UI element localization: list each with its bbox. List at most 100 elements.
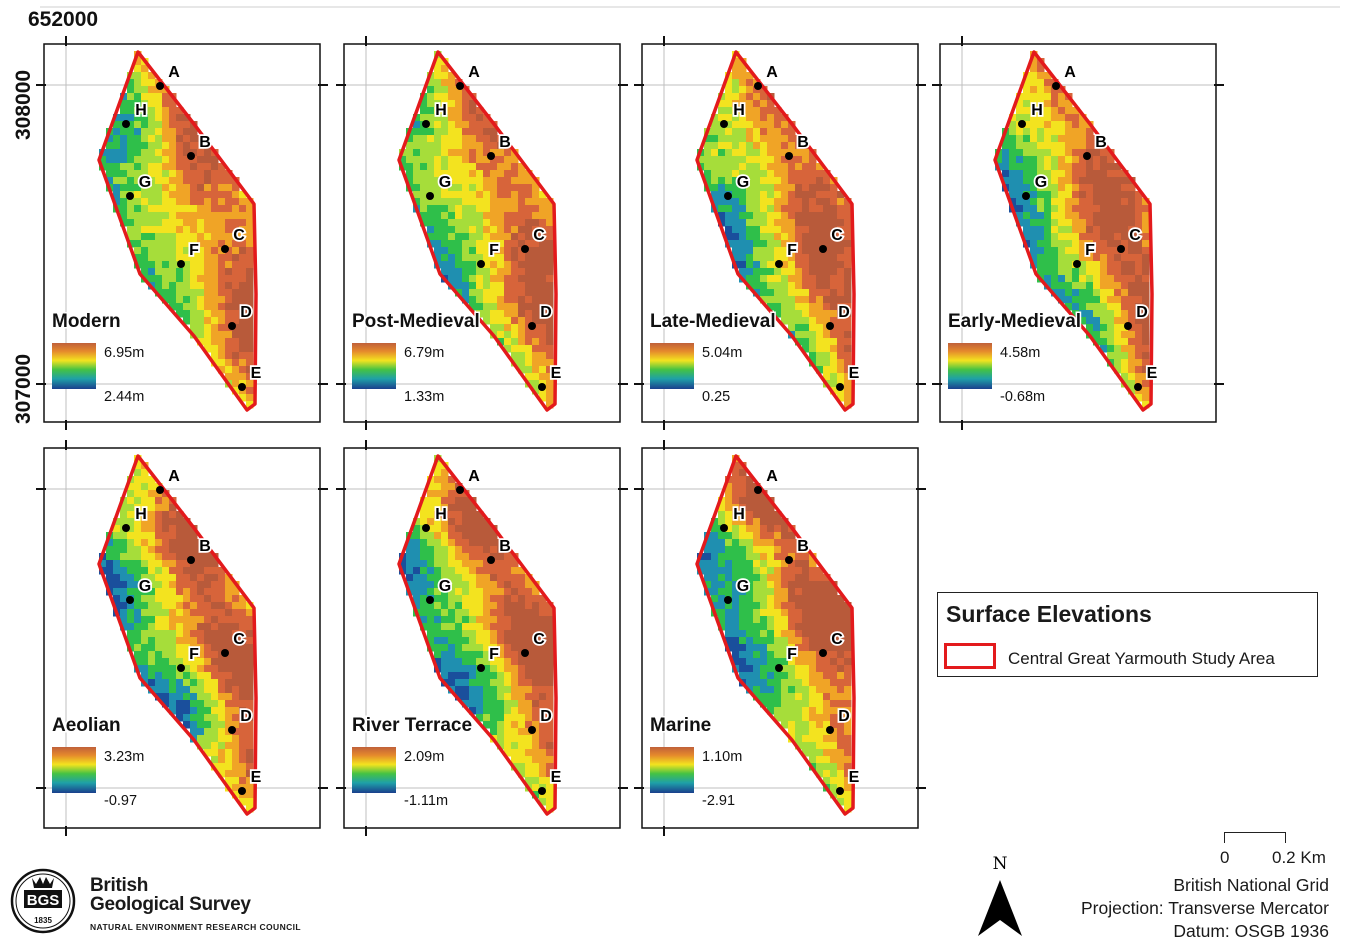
control-point-label: F bbox=[787, 646, 797, 663]
control-point-f bbox=[177, 664, 185, 672]
panel-title: Late-Medieval bbox=[650, 311, 776, 332]
study-area-boundary bbox=[97, 50, 258, 412]
color-ramp bbox=[352, 343, 396, 389]
control-point-c bbox=[1117, 245, 1125, 253]
control-point-h bbox=[422, 524, 430, 532]
control-point-label: B bbox=[499, 134, 511, 151]
control-point-label: A bbox=[468, 64, 480, 81]
control-point-label: H bbox=[733, 506, 745, 523]
control-point-b bbox=[785, 152, 793, 160]
control-point-h bbox=[122, 524, 130, 532]
control-point-label: G bbox=[139, 174, 151, 191]
control-point-label: A bbox=[1064, 64, 1076, 81]
control-point-c bbox=[221, 649, 229, 657]
control-point-label: G bbox=[439, 578, 451, 595]
control-point-label: H bbox=[135, 506, 147, 523]
panel-title: Marine bbox=[650, 715, 711, 736]
north-label: N bbox=[993, 854, 1008, 874]
northing-label-upper: 308000 bbox=[12, 69, 35, 140]
northing-label-lower: 307000 bbox=[12, 353, 35, 424]
control-point-c bbox=[819, 649, 827, 657]
control-point-d bbox=[826, 322, 834, 330]
ramp-min-label: -0.97 bbox=[104, 793, 137, 809]
control-point-b bbox=[187, 152, 195, 160]
ramp-min-label: 1.33m bbox=[404, 389, 444, 405]
control-point-f bbox=[775, 260, 783, 268]
control-point-f bbox=[775, 664, 783, 672]
easting-label: 652000 bbox=[28, 8, 99, 31]
study-area-boundary bbox=[695, 454, 856, 816]
panel-title: Early-Medieval bbox=[948, 311, 1081, 332]
ramp-max-label: 5.04m bbox=[702, 345, 742, 361]
elevation-raster bbox=[995, 51, 1150, 409]
control-point-label: B bbox=[797, 134, 809, 151]
grid-name: British National Grid bbox=[1173, 875, 1329, 895]
control-point-label: G bbox=[439, 174, 451, 191]
control-point-a bbox=[156, 82, 164, 90]
control-point-d bbox=[528, 322, 536, 330]
study-area-boundary bbox=[695, 50, 856, 412]
control-point-label: C bbox=[533, 631, 545, 648]
control-point-g bbox=[1022, 192, 1030, 200]
control-point-label: G bbox=[1035, 174, 1047, 191]
org-parent: NATURAL ENVIRONMENT RESEARCH COUNCIL bbox=[90, 922, 302, 932]
control-point-label: F bbox=[189, 646, 199, 663]
control-point-label: F bbox=[489, 646, 499, 663]
color-ramp bbox=[948, 343, 992, 389]
control-point-a bbox=[754, 82, 762, 90]
control-point-label: E bbox=[849, 365, 860, 382]
ramp-max-label: 6.95m bbox=[104, 345, 144, 361]
control-point-label: E bbox=[551, 769, 562, 786]
control-point-e bbox=[1134, 383, 1142, 391]
control-point-label: E bbox=[849, 769, 860, 786]
control-point-h bbox=[122, 120, 130, 128]
control-point-label: A bbox=[766, 468, 778, 485]
control-point-label: G bbox=[737, 578, 749, 595]
panel-title: Post-Medieval bbox=[352, 311, 480, 332]
map-panel: A B C D E F G H Early-Medieval 4.58m -0.68m bbox=[932, 36, 1224, 430]
control-point-label: D bbox=[240, 708, 252, 725]
control-point-g bbox=[126, 596, 134, 604]
ramp-min-label: -0.68m bbox=[1000, 389, 1045, 405]
control-point-d bbox=[826, 726, 834, 734]
control-point-g bbox=[724, 192, 732, 200]
ramp-max-label: 6.79m bbox=[404, 345, 444, 361]
control-point-e bbox=[238, 383, 246, 391]
control-point-label: B bbox=[1095, 134, 1107, 151]
bgs-logo-text: BGS bbox=[27, 892, 60, 909]
control-point-label: C bbox=[831, 631, 843, 648]
control-point-label: E bbox=[251, 769, 262, 786]
control-point-b bbox=[487, 556, 495, 564]
legend-title: Surface Elevations bbox=[946, 601, 1152, 627]
control-point-label: A bbox=[766, 64, 778, 81]
ramp-min-label: 0.25 bbox=[702, 389, 730, 405]
elevation-raster bbox=[697, 455, 852, 813]
control-point-g bbox=[426, 192, 434, 200]
control-point-label: H bbox=[435, 506, 447, 523]
control-point-label: B bbox=[199, 538, 211, 555]
projection-info: British National Grid Projection: Transv… bbox=[1081, 874, 1329, 943]
control-point-label: G bbox=[139, 578, 151, 595]
study-area-boundary bbox=[993, 50, 1154, 412]
control-point-label: A bbox=[168, 64, 180, 81]
scale-bar-line bbox=[1224, 832, 1286, 843]
study-area-boundary bbox=[397, 454, 558, 816]
control-point-label: B bbox=[199, 134, 211, 151]
color-ramp bbox=[650, 343, 694, 389]
control-point-h bbox=[720, 120, 728, 128]
control-point-label: C bbox=[831, 227, 843, 244]
control-point-label: D bbox=[540, 304, 552, 321]
control-point-label: F bbox=[787, 242, 797, 259]
map-panel: A B C D E F G H Modern 6.95m 2.44m bbox=[36, 36, 328, 430]
legend: Surface Elevations Central Great Yarmout… bbox=[937, 592, 1318, 677]
control-point-label: D bbox=[838, 304, 850, 321]
panel-title: Aeolian bbox=[52, 715, 121, 736]
control-point-c bbox=[521, 649, 529, 657]
map-panel: A B C D E F G H Post-Medieval 6.79m 1.33m bbox=[336, 36, 628, 430]
control-point-label: H bbox=[1031, 102, 1043, 119]
control-point-label: H bbox=[733, 102, 745, 119]
control-point-c bbox=[521, 245, 529, 253]
control-point-label: D bbox=[838, 708, 850, 725]
control-point-a bbox=[156, 486, 164, 494]
